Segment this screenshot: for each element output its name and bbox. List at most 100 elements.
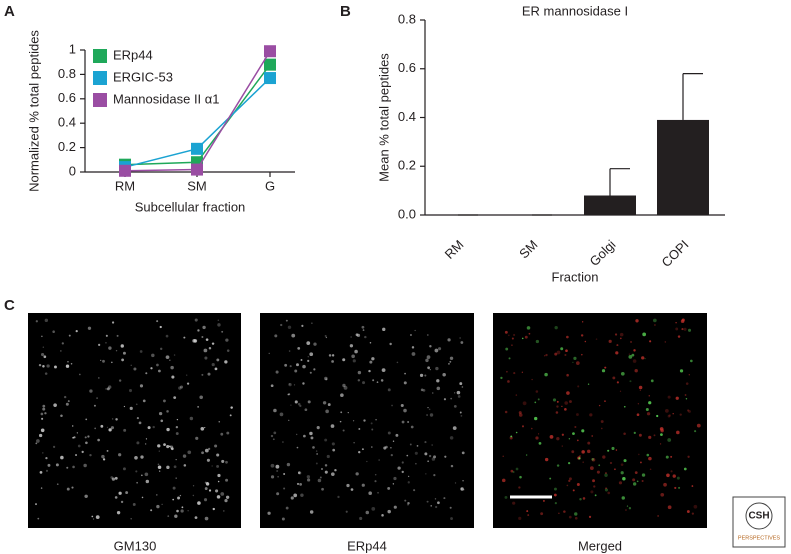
texture (205, 338, 209, 341)
texture (287, 325, 292, 330)
texture (549, 477, 552, 480)
texture (596, 470, 600, 474)
texture (157, 465, 162, 470)
texture (512, 470, 515, 474)
texture (420, 388, 424, 392)
texture (566, 391, 570, 395)
texture (568, 479, 571, 483)
texture (586, 449, 591, 454)
texture (376, 381, 379, 384)
texture (165, 355, 170, 360)
texture (649, 468, 652, 471)
texture (650, 379, 654, 383)
texture (172, 486, 176, 490)
texture (42, 365, 45, 368)
texture (85, 441, 88, 445)
texture (288, 383, 291, 386)
texture (123, 405, 126, 408)
texture (683, 327, 687, 331)
texture (657, 515, 659, 517)
panel-label: C (4, 297, 15, 314)
texture (511, 344, 513, 346)
texture (175, 425, 179, 429)
texture (284, 363, 288, 367)
texture (174, 514, 178, 518)
texture (369, 360, 373, 364)
texture (295, 433, 298, 436)
texture (166, 465, 170, 470)
texture (144, 443, 147, 445)
texture (294, 369, 298, 373)
texture (581, 321, 584, 323)
texture (543, 355, 546, 357)
texture (502, 455, 504, 457)
texture (530, 427, 533, 430)
texture (555, 411, 559, 414)
texture (638, 433, 642, 437)
marker (264, 72, 276, 85)
texture (288, 350, 291, 352)
texture (651, 379, 654, 382)
texture (602, 455, 606, 459)
texture (531, 378, 533, 381)
texture (636, 413, 640, 417)
image-erp44 (260, 313, 474, 528)
texture (165, 334, 169, 338)
texture (145, 438, 148, 440)
texture (340, 411, 343, 414)
texture (526, 326, 531, 330)
texture (407, 421, 410, 423)
texture (438, 347, 442, 351)
texture (564, 353, 567, 357)
texture (518, 486, 521, 489)
texture (201, 336, 204, 339)
texture (601, 369, 606, 373)
texture (43, 355, 47, 359)
texture (521, 425, 525, 428)
texture (156, 494, 158, 496)
texture (528, 332, 531, 335)
texture (401, 420, 405, 424)
texture (670, 470, 673, 473)
texture (371, 507, 376, 511)
texture (192, 494, 195, 497)
texture (572, 489, 575, 492)
texture (203, 348, 208, 353)
texture (598, 404, 601, 407)
marker (264, 58, 276, 71)
marker (191, 163, 203, 176)
texture (358, 427, 361, 430)
texture (139, 384, 144, 388)
texture (587, 383, 590, 385)
texture (407, 501, 410, 505)
texture (355, 472, 359, 476)
texture (110, 426, 115, 430)
texture (353, 442, 355, 444)
texture (454, 482, 457, 484)
texture (607, 449, 610, 452)
logo: CSH PERSPECTIVES (732, 496, 786, 548)
texture (41, 417, 44, 420)
texture (324, 470, 328, 474)
texture (659, 443, 662, 445)
y-tick-label: 0.4 (398, 109, 416, 124)
texture (419, 373, 424, 378)
x-tick-label: G (265, 178, 275, 193)
texture (635, 319, 639, 323)
image-gm130 (28, 313, 241, 528)
texture (426, 355, 431, 359)
texture (387, 509, 391, 514)
texture (211, 362, 215, 367)
texture (578, 457, 581, 460)
texture (347, 412, 349, 414)
texture (616, 381, 619, 384)
texture (324, 438, 328, 442)
texture (552, 398, 557, 402)
texture (279, 412, 284, 417)
texture (508, 357, 511, 360)
texture (160, 419, 164, 423)
texture (206, 481, 209, 484)
texture (212, 507, 215, 511)
texture (515, 431, 518, 434)
texture (71, 486, 74, 489)
